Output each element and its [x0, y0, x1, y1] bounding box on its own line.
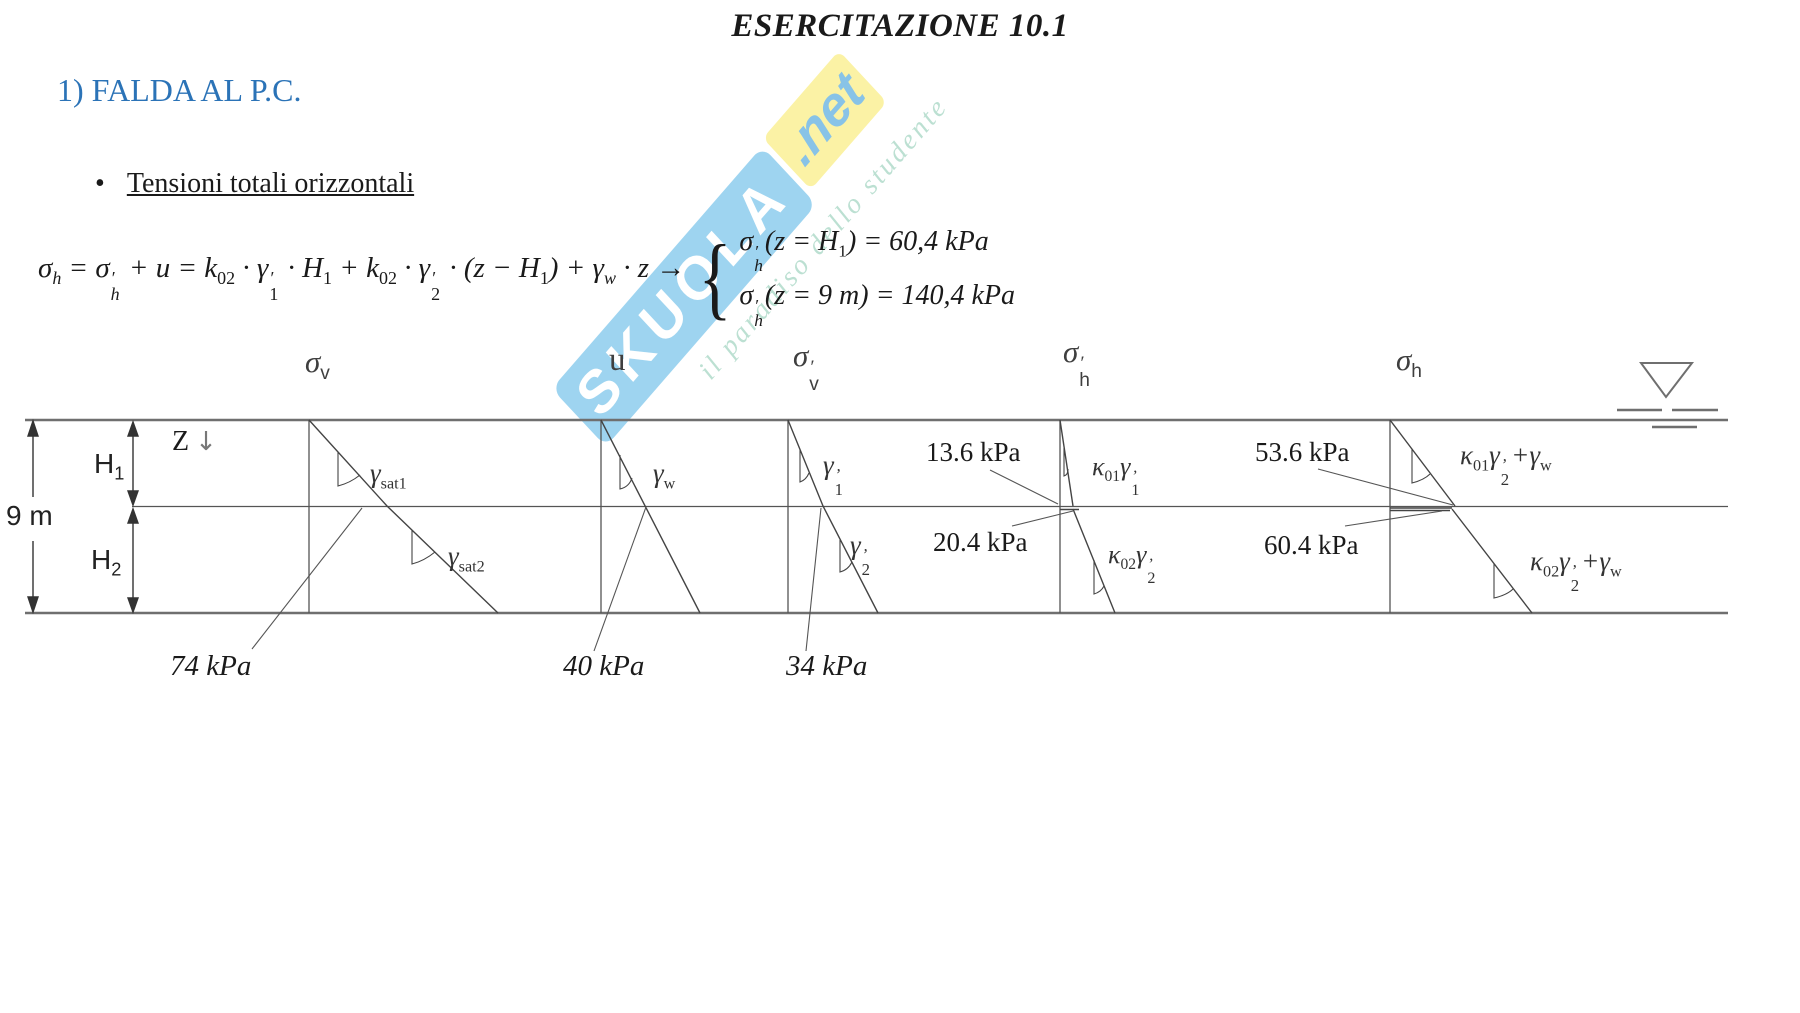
sigma-v-profile: [308, 419, 499, 614]
value-53-6-kpa: 53.6 kPa: [1255, 437, 1350, 467]
pore-pressure-profile: [600, 419, 701, 614]
header-sigma-v-effective: σ ′ v: [793, 338, 819, 395]
sigma-h-upper: [1389, 419, 1456, 507]
k02-gamma2-plus-gammaw-slope-label: κ02γ’ 2 +γw: [1530, 546, 1622, 595]
sigma-h-lower: [1451, 508, 1533, 614]
value-74-kpa: 74 kPa: [170, 650, 252, 682]
plot-axes: [308, 420, 1391, 613]
gamma-w-label: γw: [653, 458, 676, 493]
header-u: u: [609, 342, 626, 378]
gamma-sat1-label: γsat1: [370, 458, 407, 493]
case-sigma-h-at-9m: σ ′ h (z = 9 m) = 140,4 kPa: [739, 280, 1016, 330]
page-title: ESERCITAZIONE 10.1: [731, 8, 1069, 44]
total-depth-label: 9 m: [6, 500, 53, 531]
layer1-thickness-label: H1: [94, 448, 125, 484]
cases-brace: {: [698, 225, 732, 328]
header-sigma-h: σh: [1396, 342, 1422, 383]
value-leader-lines: [251, 468, 1454, 652]
k01-gamma2-plus-gammaw-slope-label: κ01γ’ 2 +γw: [1460, 440, 1552, 489]
header-sigma-v: σv: [305, 344, 330, 385]
value-40-kpa: 40 kPa: [563, 650, 645, 682]
value-34-kpa: 34 kPa: [786, 650, 868, 682]
dimension-arrows: [27, 418, 139, 615]
layer2-thickness-label: H2: [91, 544, 122, 580]
slope-angle-marks: [337, 448, 1514, 599]
header-sigma-h-effective: σ ′ h: [1063, 334, 1090, 391]
bullet-marker: •: [95, 168, 105, 199]
value-60-4-kpa: 60.4 kPa: [1264, 530, 1359, 560]
gamma-1-effective-label: γ’ 1: [823, 450, 844, 499]
horizontal-stress-formula: σh = σ ′ h + u = k02 · γ ′ 1 · H1 + k02 · γ ′…: [38, 225, 1016, 330]
bullet-text: Tensioni totali orizzontali: [126, 168, 415, 199]
sigma-v-effective-profile: [787, 419, 879, 614]
gamma-2-effective-label: γ’ 2: [850, 530, 871, 579]
formula-main: σh = σ ′ h + u = k02 · γ ′ 1 · H1 + k02 · γ ′…: [38, 252, 686, 304]
k01-gamma1-slope-label: κ01γ’ 1: [1092, 452, 1140, 500]
k02-gamma2-slope-label: κ02γ’ 2: [1108, 540, 1156, 588]
value-13-6-kpa: 13.6 kPa: [926, 437, 1021, 467]
z-axis-label: Z ↓: [172, 426, 217, 457]
value-20-4-kpa: 20.4 kPa: [933, 527, 1028, 557]
gamma-sat2-label: γsat2: [448, 541, 485, 576]
formula-cases: { σ ′ h (z = H1) = 60,4 kPa σ ′ h (z = 9 m) = …: [693, 225, 1016, 330]
section-heading: 1) FALDA AL P.C.: [57, 72, 302, 108]
case-sigma-h-at-H1: σ ′ h (z = H1) = 60,4 kPa: [739, 226, 989, 276]
z-down-arrow-icon: ↓: [195, 427, 217, 457]
water-table-symbol: [1617, 362, 1718, 429]
bullet-item: • Tensioni totali orizzontali: [95, 168, 414, 200]
sigma-h-effective-upper: [1059, 419, 1074, 507]
